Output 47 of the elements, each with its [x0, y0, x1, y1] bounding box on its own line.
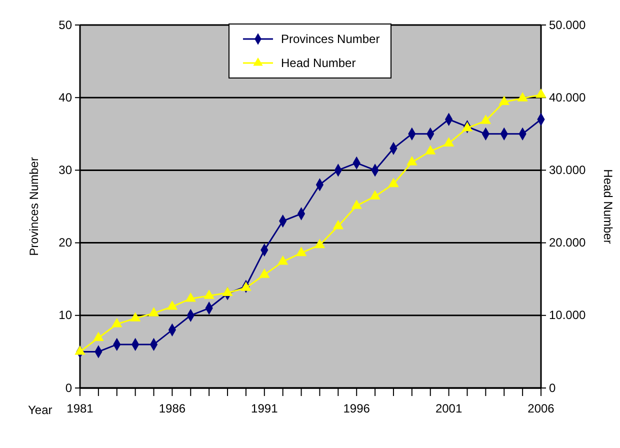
point [296, 246, 307, 256]
y2-tick-label: 30.000 [549, 163, 586, 178]
point [74, 345, 86, 355]
point [185, 292, 196, 302]
x-tick-label: 2006 [528, 402, 555, 416]
y-axis-title: Provinces Number [27, 157, 41, 256]
point [351, 200, 362, 209]
x-tick-label: 1996 [343, 402, 370, 416]
x-axis-title: Year [28, 403, 52, 417]
x-tick-label: 2001 [435, 402, 462, 416]
point [370, 190, 380, 200]
point [498, 96, 510, 106]
point [130, 312, 141, 322]
y2-tick-label: 50.000 [549, 18, 586, 32]
point [93, 332, 104, 342]
y2-tick-label: 10.000 [549, 308, 586, 322]
point [536, 88, 546, 98]
x-tick-label: 1991 [251, 402, 278, 416]
point [480, 114, 492, 124]
point [222, 286, 233, 296]
point [166, 300, 178, 310]
point [204, 290, 214, 299]
y-tick-label: 10 [58, 308, 72, 322]
point [443, 137, 454, 146]
point [259, 268, 270, 278]
y-tick-label: 0 [65, 380, 72, 395]
point [112, 318, 122, 328]
point [277, 255, 288, 265]
y2-tick-label: 20.000 [549, 236, 586, 250]
y-tick-label: 20 [58, 236, 72, 250]
point [388, 178, 399, 188]
x-tick-label: 1981 [66, 402, 94, 416]
point [406, 156, 418, 166]
y-tick-label: 40 [58, 90, 72, 104]
point [148, 307, 160, 316]
y2-axis-title: Head Number [601, 169, 615, 244]
x-tick-label: 1986 [158, 402, 186, 416]
point [424, 145, 436, 154]
y2-tick-label: 40.000 [549, 90, 586, 104]
y2-tick-label: 0 [549, 380, 556, 395]
point [332, 220, 344, 230]
y-tick-label: 30 [58, 163, 72, 178]
point [517, 92, 528, 102]
legend-label: Provinces Number [281, 32, 380, 46]
y-tick-label: 50 [58, 18, 72, 32]
point [314, 238, 326, 248]
legend-label: Head Number [281, 56, 356, 70]
